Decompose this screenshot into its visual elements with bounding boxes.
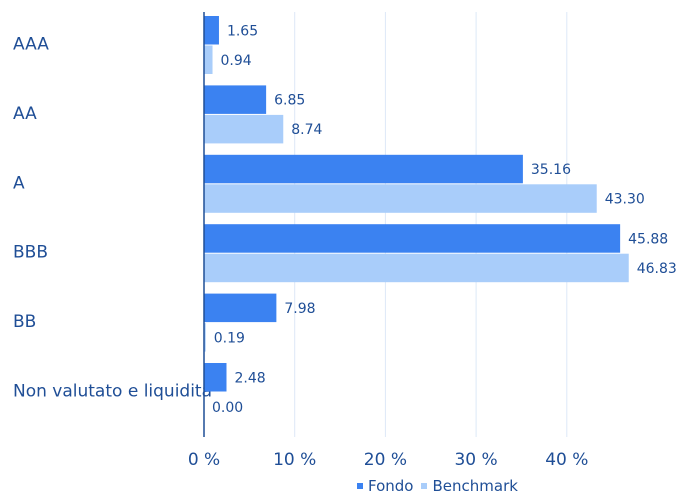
bar-fondo-5: [204, 363, 227, 392]
legend-label-fondo: Fondo: [368, 477, 414, 495]
x-tick-label: 10 %: [273, 450, 316, 470]
bar-chart: 0 % 10 % 20 % 30 % 40 % AAA 1.65 0.94 AA 6.85 8.74…: [13, 12, 677, 470]
value-label: 2.48: [234, 370, 265, 386]
bar-benchmark-3: [204, 253, 629, 283]
category-label: AAA: [13, 35, 49, 55]
value-label: 0.19: [214, 330, 245, 346]
x-tick-label: 30 %: [454, 450, 497, 470]
legend-item-benchmark[interactable]: Benchmark: [421, 477, 518, 495]
value-label: 8.74: [291, 122, 322, 138]
legend: Fondo Benchmark: [357, 477, 526, 495]
bar-benchmark-1: [204, 114, 284, 144]
category-label: BBB: [13, 243, 48, 263]
category-label: BB: [13, 312, 36, 332]
x-tick-label: 40 %: [545, 450, 588, 470]
x-tick-label: 20 %: [364, 450, 407, 470]
x-tick-label: 0 %: [188, 450, 220, 470]
category-label: AA: [13, 104, 37, 124]
bar-fondo-0: [204, 16, 219, 45]
value-label: 1.65: [227, 23, 258, 39]
value-label: 35.16: [531, 162, 571, 178]
value-label: 6.85: [274, 93, 305, 109]
value-label: 0.00: [212, 400, 243, 416]
value-label: 7.98: [284, 301, 315, 317]
category-label: A: [13, 173, 25, 193]
bar-fondo-1: [204, 85, 267, 114]
legend-item-fondo[interactable]: Fondo: [357, 477, 413, 495]
bar-benchmark-2: [204, 184, 597, 213]
bar-benchmark-4: [204, 323, 206, 352]
bar-fondo-2: [204, 154, 523, 184]
bar-benchmark-0: [204, 45, 213, 74]
category-label: Non valutato e liquidità: [13, 382, 212, 402]
bar-fondo-3: [204, 224, 621, 253]
bar-fondo-4: [204, 293, 277, 323]
legend-label-benchmark: Benchmark: [432, 477, 518, 495]
legend-swatch-benchmark: [421, 483, 428, 489]
value-label: 45.88: [628, 231, 668, 247]
value-label: 0.94: [221, 53, 252, 69]
value-label: 46.83: [637, 261, 677, 277]
legend-swatch-fondo: [357, 483, 363, 489]
value-label: 43.30: [605, 192, 645, 208]
